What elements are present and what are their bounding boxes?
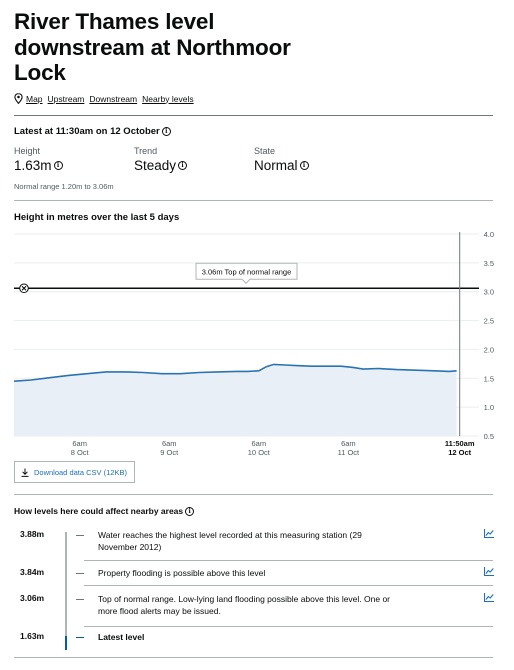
row-divider bbox=[84, 560, 493, 561]
latest-reading-heading: Latest at 11:30am on 12 October i bbox=[14, 126, 171, 137]
y-tick-label: 4.0 bbox=[484, 230, 494, 239]
impact-description: Property flooding is possible above this… bbox=[98, 568, 266, 578]
nearby-levels-link[interactable]: Nearby levels bbox=[142, 93, 194, 104]
state-stat: State Normal i bbox=[254, 146, 309, 173]
chart-line-icon[interactable] bbox=[484, 593, 494, 602]
chart-line-icon[interactable] bbox=[484, 567, 494, 576]
x-tick-date: 11 Oct bbox=[338, 448, 360, 457]
state-label: State bbox=[254, 146, 276, 156]
y-tick-label: 1.5 bbox=[484, 374, 494, 383]
x-tick-time: 6am bbox=[162, 439, 177, 448]
info-icon[interactable]: i bbox=[185, 506, 195, 516]
divider bbox=[14, 200, 493, 201]
level-chart[interactable]: 3.06m Top of normal range 4.0 3.5 3.0 2.5 2.… bbox=[0, 226, 514, 458]
trend-value: Steady bbox=[134, 158, 177, 173]
y-tick-label: 2.0 bbox=[484, 345, 494, 354]
timeline-tick bbox=[76, 573, 84, 574]
row-divider bbox=[84, 626, 493, 627]
threshold-label-text: 3.06m Top of normal range bbox=[202, 267, 292, 276]
y-tick-label: 3.0 bbox=[484, 288, 494, 297]
x-tick-time: 6am bbox=[252, 439, 267, 448]
impact-description: Water reaches the highest level recorded… bbox=[98, 530, 362, 552]
download-icon bbox=[21, 468, 29, 477]
height-value: 1.63m bbox=[14, 158, 52, 173]
y-axis: 4.0 3.5 3.0 2.5 2.0 1.5 1.0 0.5 bbox=[484, 230, 494, 441]
divider bbox=[14, 115, 493, 116]
download-csv-button[interactable]: Download data CSV (12KB) bbox=[14, 461, 135, 483]
x-tick-date: 8 Oct bbox=[71, 448, 90, 457]
page-title: River Thames level downstream at Northmo… bbox=[14, 9, 291, 85]
timeline-tick bbox=[76, 599, 84, 600]
x-tick-date: 9 Oct bbox=[160, 448, 179, 457]
y-tick-label: 2.5 bbox=[484, 317, 494, 326]
impacts-heading: How levels here could affect nearby area… bbox=[14, 506, 195, 516]
row-divider bbox=[84, 585, 493, 586]
divider bbox=[14, 494, 493, 495]
impact-description: Latest level bbox=[98, 632, 145, 642]
trend-label: Trend bbox=[134, 146, 158, 156]
impacts-heading-text: How levels here could affect nearby area… bbox=[14, 506, 184, 516]
impact-description: Top of normal range. Low-lying land floo… bbox=[98, 594, 391, 616]
chart-line-icon[interactable] bbox=[484, 529, 494, 538]
impact-level: 3.88m bbox=[20, 529, 45, 539]
impact-timeline bbox=[65, 532, 67, 650]
y-tick-label: 0.5 bbox=[484, 432, 494, 441]
x-tick-date: 12 Oct bbox=[448, 448, 471, 457]
height-stat: Height 1.63m i bbox=[14, 146, 63, 173]
info-icon[interactable]: i bbox=[161, 127, 171, 136]
y-tick-label: 3.5 bbox=[484, 259, 494, 268]
timeline-tick bbox=[76, 535, 84, 536]
threshold-tooltip: 3.06m Top of normal range bbox=[195, 262, 298, 284]
info-icon[interactable]: i bbox=[299, 161, 309, 170]
info-icon[interactable]: i bbox=[178, 161, 188, 170]
info-icon[interactable]: i bbox=[53, 161, 63, 170]
impact-level: 1.63m bbox=[20, 631, 45, 641]
height-label: Height bbox=[14, 146, 41, 156]
timeline-tick bbox=[76, 637, 84, 638]
threshold-close-icon[interactable] bbox=[19, 283, 29, 294]
x-tick-date: 10 Oct bbox=[248, 448, 271, 457]
level-area bbox=[14, 364, 457, 436]
impact-level: 3.06m bbox=[20, 593, 45, 603]
impact-level: 3.84m bbox=[20, 567, 45, 577]
map-link[interactable]: Map bbox=[26, 93, 43, 104]
x-tick-time: 6am bbox=[72, 439, 87, 448]
latest-level-marker bbox=[65, 636, 67, 650]
latest-reading-text: Latest at 11:30am on 12 October bbox=[14, 126, 160, 137]
y-tick-label: 1.0 bbox=[484, 403, 494, 412]
normal-range-text: Normal range 1.20m to 3.06m bbox=[14, 182, 114, 191]
state-value: Normal bbox=[254, 158, 298, 173]
map-pin-icon bbox=[14, 93, 23, 104]
trend-stat: Trend Steady i bbox=[134, 146, 188, 173]
x-tick-time: 6am bbox=[341, 439, 356, 448]
station-nav: Map Upstream Downstream Nearby levels bbox=[14, 93, 199, 104]
chart-title: Height in metres over the last 5 days bbox=[14, 212, 180, 223]
x-tick-time: 11:50am bbox=[445, 439, 475, 448]
downstream-link[interactable]: Downstream bbox=[89, 93, 138, 104]
level-line bbox=[13, 363, 457, 382]
download-csv-label: Download data CSV (12KB) bbox=[34, 467, 127, 477]
row-divider bbox=[14, 657, 493, 658]
upstream-link[interactable]: Upstream bbox=[47, 93, 85, 104]
